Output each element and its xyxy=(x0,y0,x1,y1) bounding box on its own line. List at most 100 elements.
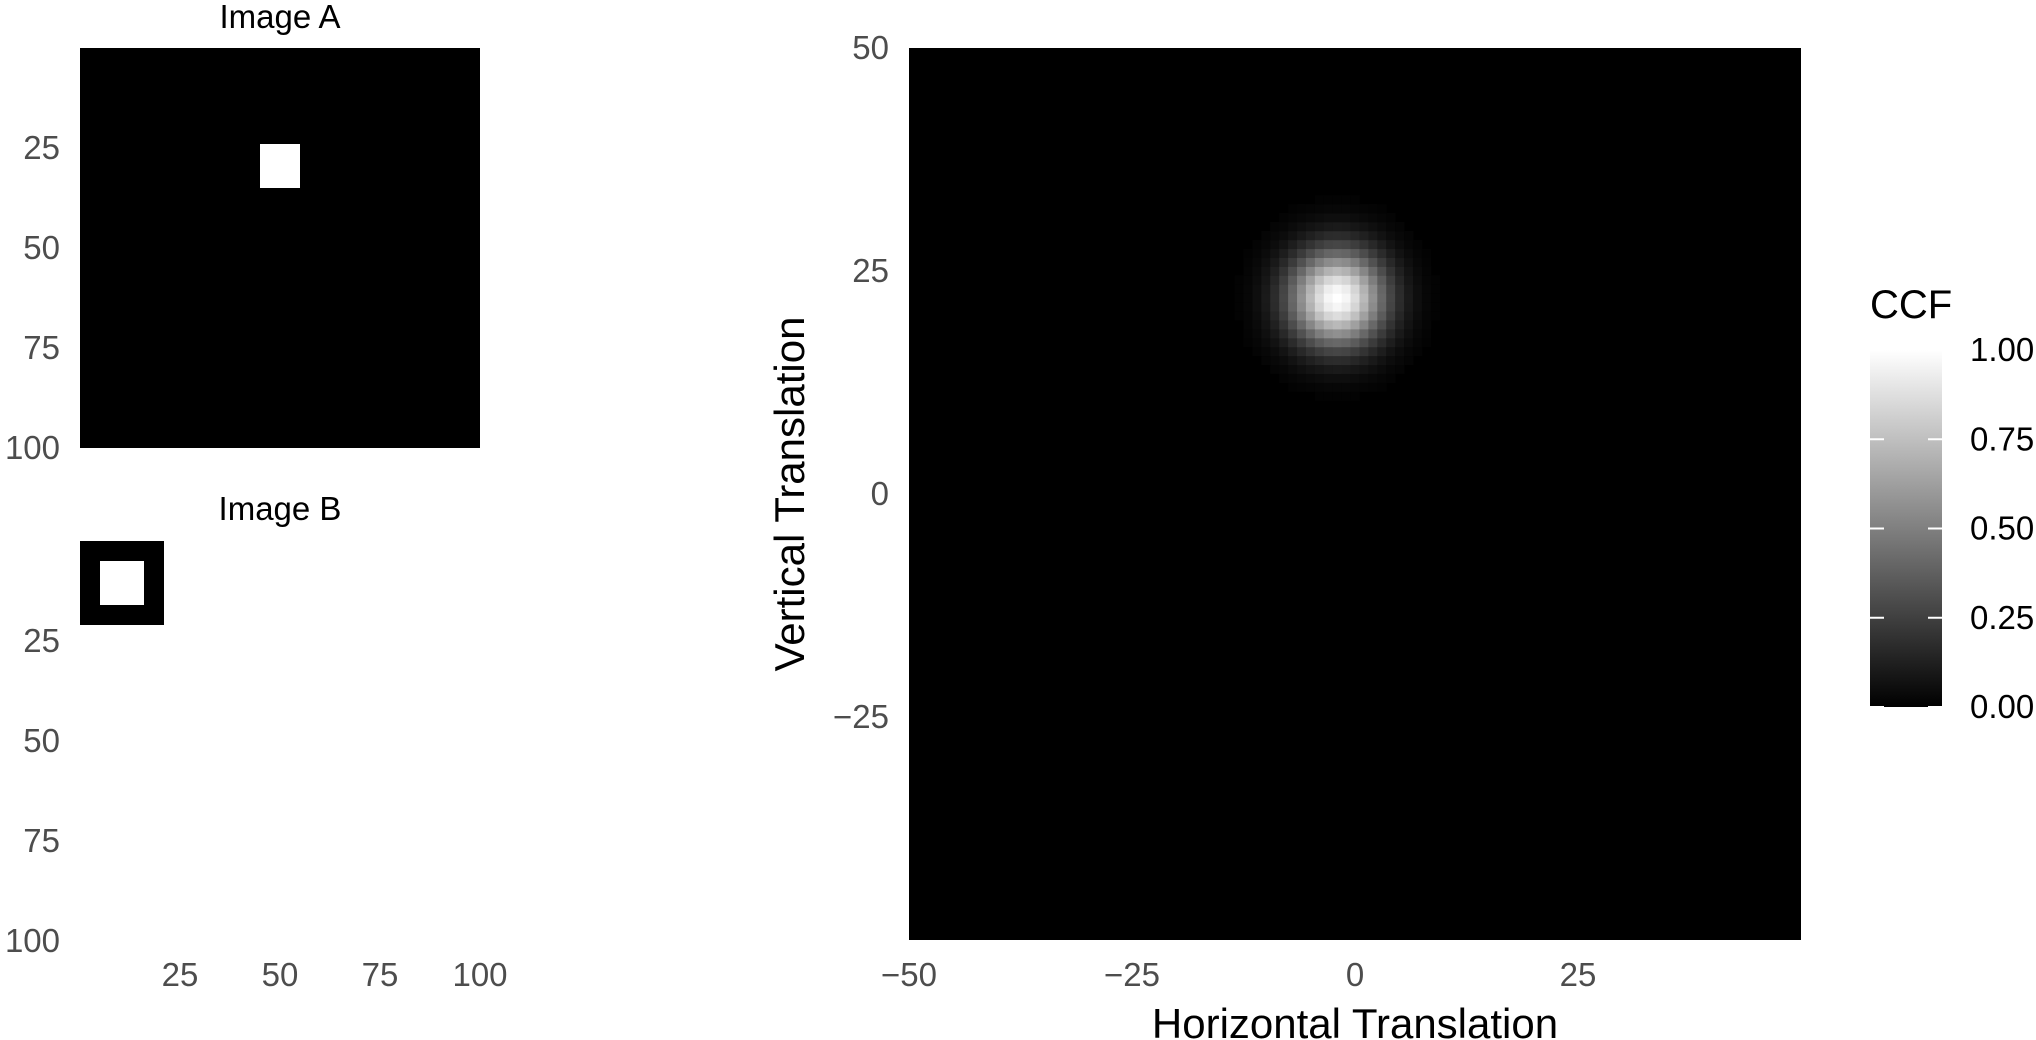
ccf-cell xyxy=(1368,302,1378,312)
ccf-cell xyxy=(1359,382,1369,392)
ccf-cell xyxy=(1314,346,1325,357)
ccf-cell xyxy=(1368,355,1378,366)
ccf-cell xyxy=(1368,248,1378,259)
ccf-cell xyxy=(1421,266,1432,276)
ccf-cell xyxy=(1386,284,1396,294)
image-b-x-tick-label: 75 xyxy=(362,956,399,993)
ccf-cell xyxy=(1332,328,1343,339)
ccf-cell xyxy=(1270,337,1280,348)
ccf-cell xyxy=(1368,221,1378,232)
ccf-cell xyxy=(1332,248,1343,259)
ccf-cell xyxy=(1359,311,1369,321)
image-b-x-tick-label: 100 xyxy=(452,956,507,993)
ccf-cell xyxy=(1395,266,1405,276)
ccf-cell xyxy=(1252,311,1262,321)
ccf-cell xyxy=(1386,373,1396,383)
ccf-cell xyxy=(1395,302,1405,312)
image-b-y-tick-label: 50 xyxy=(23,722,60,759)
ccf-cell xyxy=(1350,248,1360,259)
ccf-cell xyxy=(1350,311,1360,321)
ccf-cell xyxy=(1243,320,1253,330)
ccf-cell xyxy=(1252,239,1262,250)
legend-tick-label: 0.50 xyxy=(1970,510,2034,547)
ccf-cell xyxy=(1377,346,1387,357)
ccf-cell xyxy=(1252,320,1262,330)
ccf-cell xyxy=(1341,302,1351,312)
ccf-cell xyxy=(1243,293,1253,303)
ccf-cell xyxy=(1323,248,1334,259)
ccf-cell xyxy=(1323,239,1334,250)
ccf-cell xyxy=(1297,311,1307,321)
ccf-cell xyxy=(1368,346,1378,357)
ccf-cell xyxy=(1359,337,1369,348)
ccf-cell xyxy=(1243,266,1253,276)
ccf-cell xyxy=(1412,311,1423,321)
ccf-cell xyxy=(1323,221,1334,232)
ccf-cell xyxy=(1314,284,1325,294)
ccf-cell xyxy=(1404,320,1414,330)
ccf-cell xyxy=(1395,293,1405,303)
ccf-cell xyxy=(1323,284,1334,294)
ccf-cell xyxy=(1412,346,1423,357)
ccf-cell xyxy=(1332,230,1343,241)
ccf-cell xyxy=(1314,382,1325,392)
ccf-cell xyxy=(1377,266,1387,276)
ccf-cell xyxy=(1297,346,1307,357)
ccf-cell xyxy=(1252,266,1262,276)
ccf-cell xyxy=(1359,266,1369,276)
ccf-cell xyxy=(1368,239,1378,250)
ccf-cell xyxy=(1377,320,1387,330)
ccf-cell xyxy=(1261,257,1271,267)
ccf-cell xyxy=(1252,293,1262,303)
ccf-cell xyxy=(1314,355,1325,366)
ccf-cell xyxy=(1350,302,1360,312)
ccf-cell xyxy=(1430,311,1441,321)
ccf-cell xyxy=(1314,302,1325,312)
ccf-cell xyxy=(1270,248,1280,259)
ccf-x-tick-label: −25 xyxy=(1104,956,1160,993)
ccf-cell xyxy=(1314,311,1325,321)
ccf-cell xyxy=(1421,328,1432,339)
ccf-cell xyxy=(1386,302,1396,312)
ccf-cell xyxy=(1341,382,1351,392)
image-a-y-tick-label: 50 xyxy=(23,229,60,266)
ccf-cell xyxy=(1297,204,1307,214)
ccf-cell xyxy=(1288,328,1298,339)
ccf-cell xyxy=(1234,302,1244,312)
image-a-background xyxy=(80,48,480,448)
ccf-cell xyxy=(1350,213,1360,223)
ccf-cell xyxy=(1261,311,1271,321)
ccf-cell xyxy=(1395,239,1405,250)
ccf-cell xyxy=(1332,382,1343,392)
ccf-cell xyxy=(1323,230,1334,241)
ccf-cell xyxy=(1332,337,1343,348)
ccf-cell xyxy=(1359,364,1369,374)
image-a-panel: Image A 25 50 75 100 xyxy=(5,0,480,466)
ccf-cell xyxy=(1297,257,1307,267)
ccf-cell xyxy=(1314,221,1325,232)
image-b-bright-square xyxy=(100,561,144,605)
ccf-cell xyxy=(1314,239,1325,250)
ccf-cell xyxy=(1323,275,1334,285)
ccf-cell xyxy=(1279,266,1289,276)
ccf-cell xyxy=(1305,213,1316,223)
ccf-cell xyxy=(1412,257,1423,267)
ccf-cell xyxy=(1404,328,1414,339)
ccf-cell xyxy=(1314,293,1325,303)
legend-ticks: 1.00 0.75 0.50 0.25 0.00 xyxy=(1870,331,2034,725)
ccf-cell xyxy=(1377,284,1387,294)
ccf-cell xyxy=(1270,302,1280,312)
ccf-cell xyxy=(1368,266,1378,276)
ccf-cell xyxy=(1332,213,1343,223)
ccf-cell xyxy=(1270,364,1280,374)
ccf-cell xyxy=(1395,346,1405,357)
ccf-cell xyxy=(1288,302,1298,312)
ccf-cell xyxy=(1243,311,1253,321)
ccf-cell xyxy=(1323,213,1334,223)
ccf-cell xyxy=(1261,328,1271,339)
ccf-cell xyxy=(1261,337,1271,348)
ccf-cell xyxy=(1341,213,1351,223)
ccf-panel: −50 −25 0 25 50 25 0 −25 Horizontal Translatio… xyxy=(766,29,1801,1040)
ccf-y-tick-label: 0 xyxy=(871,475,889,512)
ccf-cell xyxy=(1252,337,1262,348)
